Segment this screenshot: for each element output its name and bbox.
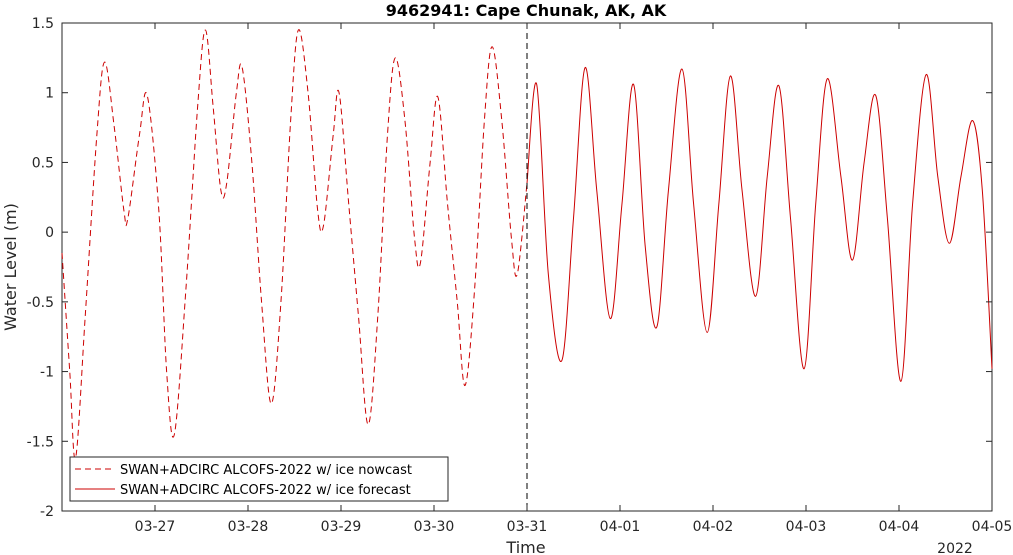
y-tick-label: 0.5 <box>32 155 54 171</box>
x-tick-label: 04-04 <box>879 519 920 535</box>
x-tick-label: 03-31 <box>507 519 548 535</box>
y-tick-label: -1 <box>40 365 54 381</box>
x-tick-label: 03-28 <box>228 519 269 535</box>
chart-title: 9462941: Cape Chunak, AK, AK <box>386 1 667 20</box>
x-tick-label: 03-30 <box>414 519 455 535</box>
y-axis: -2 -1.5 -1 -0.5 0 0.5 1 1.5 <box>27 16 992 520</box>
x-secondary-label: 2022 <box>937 541 973 555</box>
series-line-forecast <box>526 67 993 382</box>
legend: SWAN+ADCIRC ALCOFS-2022 w/ ice nowcast S… <box>69 456 449 502</box>
y-tick-label: -0.5 <box>27 295 54 311</box>
legend-box <box>69 456 449 502</box>
y-axis-label: Water Level (m) <box>1 203 20 331</box>
y-tick-label: 1 <box>45 86 54 102</box>
x-axis: 03-27 03-28 03-29 03-30 03-31 04-01 04-02 04-03… <box>135 23 1013 535</box>
series-layer <box>61 29 993 460</box>
y-tick-label: -2 <box>40 504 54 520</box>
series-line-nowcast <box>61 29 528 460</box>
legend-label-forecast: SWAN+ADCIRC ALCOFS-2022 w/ ice forecast <box>120 483 411 498</box>
y-tick-label: 1.5 <box>32 16 54 32</box>
x-tick-label: 03-27 <box>135 519 176 535</box>
x-tick-label: 04-05 <box>972 519 1013 535</box>
x-tick-label: 04-02 <box>693 519 734 535</box>
x-tick-label: 04-01 <box>600 519 641 535</box>
x-tick-label: 03-29 <box>321 519 362 535</box>
y-tick-label: -1.5 <box>27 434 54 450</box>
y-tick-label: 0 <box>45 225 54 241</box>
legend-label-nowcast: SWAN+ADCIRC ALCOFS-2022 w/ ice nowcast <box>120 463 412 478</box>
x-tick-label: 04-03 <box>786 519 827 535</box>
x-axis-label: Time <box>505 538 545 555</box>
